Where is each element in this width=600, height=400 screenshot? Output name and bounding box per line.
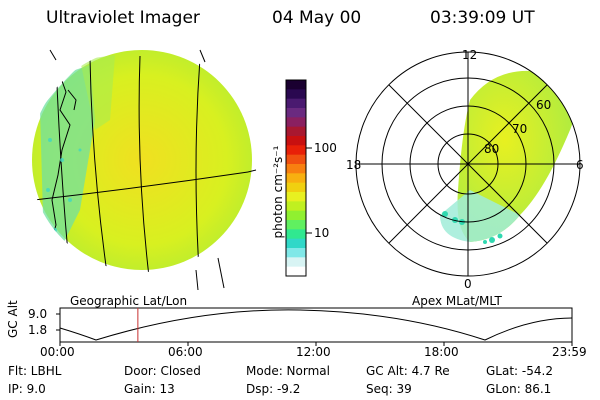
- info-gain: Gain: 13: [124, 382, 175, 396]
- colorbar-segment: [286, 126, 306, 137]
- altitude-ylabel: GC Alt: [6, 300, 20, 338]
- geographic-caption: Geographic Lat/Lon: [70, 294, 188, 308]
- mlat-label-60: 60: [536, 98, 552, 112]
- colorbar-segment: [286, 201, 306, 212]
- date-label: 04 May 00: [272, 8, 362, 28]
- mlt-label-12: 12: [462, 48, 478, 62]
- colorbar-segment: [286, 136, 306, 146]
- polar-plot: [355, 51, 581, 277]
- info-mode: Mode: Normal: [246, 364, 330, 378]
- colorbar-segment: [286, 98, 306, 109]
- colorbar-segment: [286, 89, 306, 100]
- info-dsp: Dsp: -9.2: [246, 382, 301, 396]
- mlt-label-0: 0: [464, 277, 472, 291]
- info-glon: GLon: 86.1: [486, 382, 552, 396]
- time-tick-1200: 12:00: [296, 345, 331, 359]
- colorbar-segment: [286, 145, 306, 156]
- colorbar-segment: [286, 117, 306, 128]
- colorbar-label: photon cm⁻²s⁻¹: [271, 145, 285, 239]
- info-ip: IP: 9.0: [8, 382, 46, 396]
- info-gcalt: GC Alt: 4.7 Re: [366, 364, 450, 378]
- colorbar-segment: [286, 154, 306, 165]
- colorbar: [286, 80, 306, 277]
- colorbar-segment: [286, 173, 306, 184]
- apex-caption: Apex MLat/MLT: [412, 294, 502, 308]
- mlat-label-80: 80: [484, 142, 500, 156]
- colorbar-segment: [286, 192, 306, 202]
- colorbar-segment: [286, 248, 306, 258]
- colorbar-segment: [286, 108, 306, 118]
- mlat-label-70: 70: [512, 122, 528, 136]
- altitude-ytick-9: 9.0: [28, 307, 48, 321]
- info-flt: Flt: LBHL: [8, 364, 62, 378]
- colorbar-tick-100: 100: [314, 141, 337, 155]
- info-seq: Seq: 39: [366, 382, 412, 396]
- time-label: 03:39:09 UT: [430, 8, 535, 28]
- colorbar-segment: [286, 80, 306, 90]
- colorbar-segment: [286, 220, 306, 230]
- time-tick-1800: 18:00: [424, 345, 459, 359]
- info-door: Door: Closed: [124, 364, 201, 378]
- colorbar-segment: [286, 266, 306, 277]
- time-tick-0000: 00:00: [40, 345, 75, 359]
- colorbar-segment: [286, 164, 306, 174]
- colorbar-segment: [286, 210, 306, 221]
- altitude-ytick-1-8: 1.8: [28, 323, 48, 337]
- altitude-plot: [56, 307, 573, 346]
- mlt-label-6: 6: [576, 158, 584, 172]
- colorbar-segment: [286, 229, 306, 240]
- globe-disk: [32, 49, 257, 291]
- colorbar-segment: [286, 257, 306, 268]
- mlt-label-18: 18: [346, 158, 362, 172]
- colorbar-segment: [286, 182, 306, 193]
- info-glat: GLat: -54.2: [486, 364, 553, 378]
- colorbar-tick-10: 10: [314, 226, 330, 240]
- instrument-title: Ultraviolet Imager: [46, 8, 200, 28]
- time-tick-2359: 23:59: [552, 345, 587, 359]
- time-tick-0600: 06:00: [168, 345, 203, 359]
- colorbar-segment: [286, 238, 306, 249]
